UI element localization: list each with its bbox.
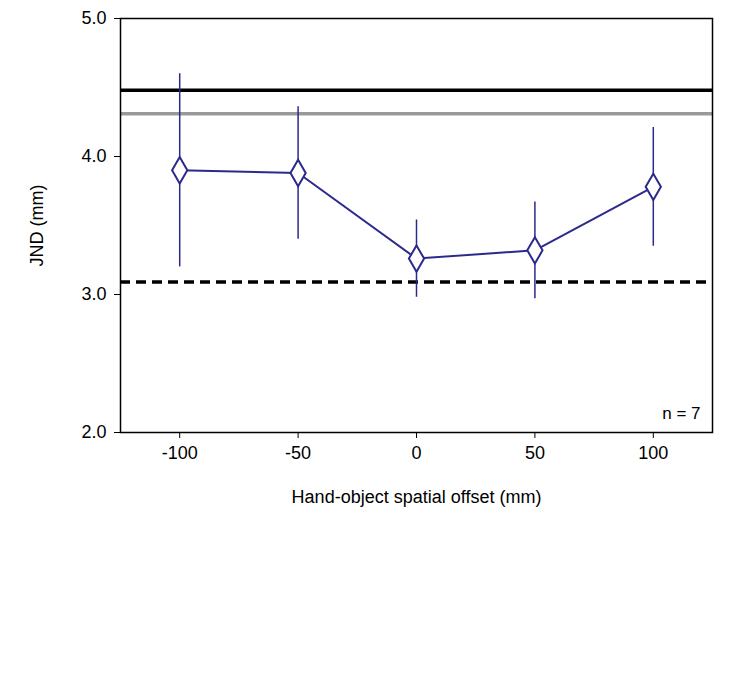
svg-text:-50: -50	[285, 443, 311, 463]
svg-text:3.0: 3.0	[81, 284, 106, 304]
svg-text:100: 100	[638, 443, 668, 463]
svg-text:n = 7: n = 7	[662, 404, 700, 423]
svg-text:2.0: 2.0	[81, 422, 106, 442]
svg-text:JND (mm): JND (mm)	[27, 185, 47, 267]
svg-text:4.0: 4.0	[81, 146, 106, 166]
svg-text:-100: -100	[162, 443, 198, 463]
svg-text:5.0: 5.0	[81, 8, 106, 28]
svg-text:50: 50	[525, 443, 545, 463]
svg-text:Hand-object spatial offset (mm: Hand-object spatial offset (mm)	[292, 487, 542, 507]
svg-text:0: 0	[411, 443, 421, 463]
